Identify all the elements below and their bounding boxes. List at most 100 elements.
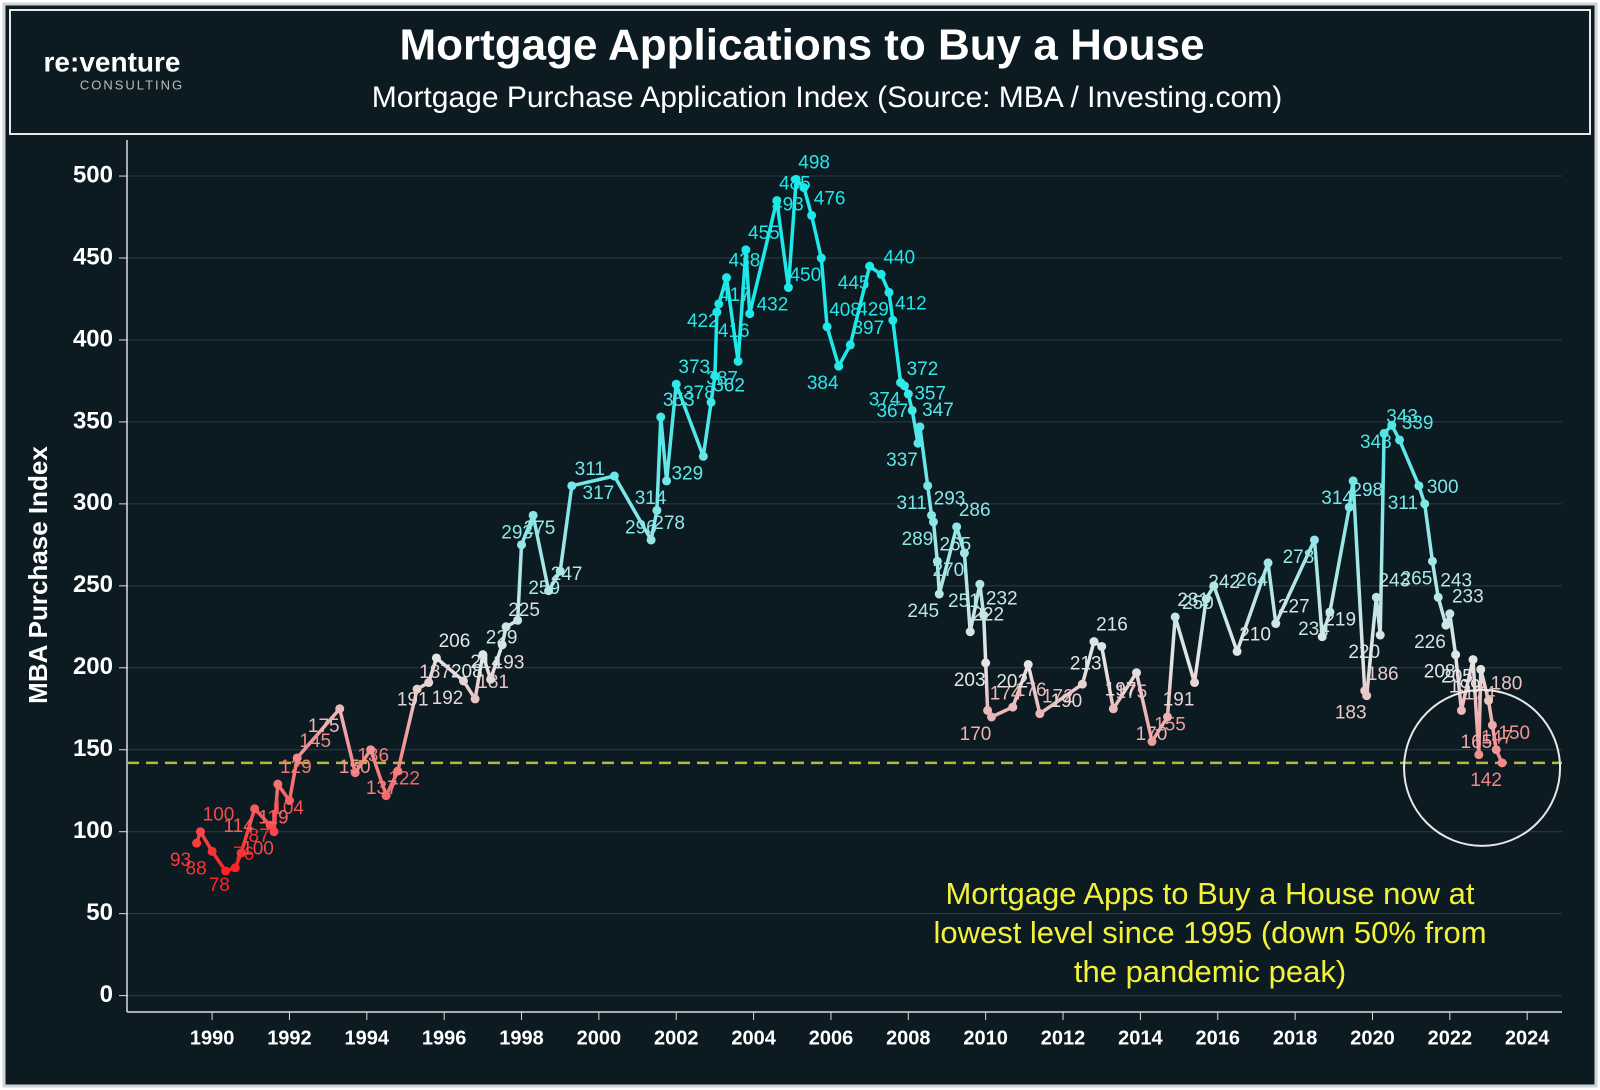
data-label: 142 [1470,770,1502,791]
data-point [807,210,817,220]
data-label: 243 [1378,570,1410,591]
data-label: 145 [299,731,331,752]
data-label: 175 [308,716,340,737]
data-point [1427,556,1437,566]
data-point [981,658,991,668]
data-point [932,556,942,566]
data-label: 180 [1491,674,1523,695]
data-label: 208 [1424,662,1456,683]
data-point [899,381,909,391]
data-label: 192 [432,688,464,709]
data-label: 412 [895,293,927,314]
x-tick-label: 2004 [731,1027,776,1049]
data-point [1497,758,1507,768]
data-point [350,768,360,778]
data-point [431,653,441,663]
data-point [913,438,923,448]
data-label: 170 [960,724,992,745]
data-label: 422 [687,311,719,332]
x-tick-label: 2020 [1350,1027,1395,1049]
data-label: 429 [857,299,889,320]
data-point [1089,637,1099,647]
data-label: 233 [1452,587,1484,608]
data-point [698,451,708,461]
data-point [366,745,376,755]
data-label: 232 [986,588,1018,609]
data-point [722,273,732,283]
data-point [884,287,894,297]
data-label: 100 [242,839,274,860]
data-point [1375,630,1385,640]
data-point [1344,502,1354,512]
data-point [497,640,507,650]
data-point [567,481,577,491]
data-point [544,586,554,596]
y-tick-label: 500 [73,161,113,188]
data-label: 498 [798,152,830,173]
data-point [1317,632,1327,642]
data-point [1008,702,1018,712]
data-label: 175 [1115,682,1147,703]
x-tick-label: 2022 [1428,1027,1473,1049]
data-label: 191 [1163,690,1195,711]
data-label: 416 [718,321,750,342]
y-tick-label: 350 [73,407,113,434]
data-label: 93 [170,850,191,871]
annotation: the pandemic peak) [1074,954,1346,989]
data-label: 293 [934,488,966,509]
data-label: 187 [419,662,451,683]
data-point [381,791,391,801]
data-point [470,694,480,704]
data-point [656,412,666,422]
data-label: 208 [451,662,483,683]
data-label: 408 [829,300,861,321]
data-point [250,804,260,814]
data-point [269,827,279,837]
data-label: 100 [203,805,235,826]
data-point [292,753,302,763]
data-point [555,566,565,576]
data-label: 174 [990,683,1022,704]
data-point [975,579,985,589]
data-label: 250 [1182,593,1214,614]
data-point [888,315,898,325]
data-point [671,379,681,389]
data-label: 387 [706,368,738,389]
x-tick-label: 2016 [1196,1027,1241,1049]
data-point [1474,750,1484,760]
data-label: 190 [1051,691,1083,712]
x-tick-label: 2014 [1118,1027,1163,1049]
data-label: 373 [678,357,710,378]
x-tick-label: 2012 [1041,1027,1086,1049]
data-point [652,505,662,515]
data-point [513,615,523,625]
data-point [986,712,996,722]
data-point [230,863,240,873]
data-point [741,245,751,255]
data-point [528,510,538,520]
data-point [459,676,469,686]
data-point [273,779,283,789]
data-label: 88 [186,858,207,879]
data-label: 378 [683,383,715,404]
data-point [710,371,720,381]
highlight-circle [1403,688,1562,847]
data-label: 347 [922,400,954,421]
data-label: 289 [902,529,934,550]
data-label: 311 [1388,493,1418,514]
y-tick-label: 400 [73,325,113,352]
y-tick-label: 200 [73,653,113,680]
data-point [822,322,832,332]
data-point [876,269,886,279]
data-point [1362,691,1372,701]
data-label: 213 [1070,653,1102,674]
data-label: 264 [1236,570,1268,591]
data-label: 202 [996,672,1028,693]
data-label: 314 [635,488,667,509]
data-point [923,481,933,491]
data-point [772,196,782,206]
data-point [865,261,875,271]
data-label: 155 [1154,715,1186,736]
data-point [646,535,656,545]
data-label: 114 [223,816,254,837]
